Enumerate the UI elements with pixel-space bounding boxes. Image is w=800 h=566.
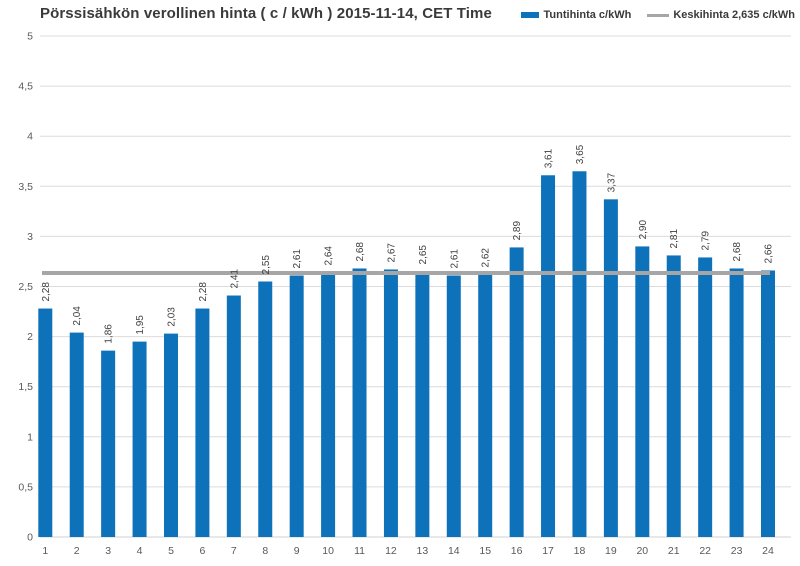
bar-value-label: 3,61 bbox=[544, 148, 555, 168]
bar-value-label: 2,04 bbox=[72, 306, 83, 326]
y-tick-label: 1 bbox=[27, 431, 33, 443]
x-tick-label: 15 bbox=[479, 545, 491, 557]
x-tick-label: 8 bbox=[262, 545, 268, 557]
bar-series-swatch bbox=[520, 12, 539, 18]
bar-hour-7 bbox=[226, 295, 241, 537]
bar-hour-3 bbox=[101, 350, 116, 537]
x-tick-label: 16 bbox=[511, 545, 523, 557]
bar-value-label: 2,55 bbox=[261, 255, 272, 275]
y-tick-label: 1,5 bbox=[18, 381, 33, 393]
legend-item-keskihinta: Keskihinta 2,635 c/kWh bbox=[647, 9, 795, 21]
legend-label-tuntihinta: Tuntihinta c/kWh bbox=[543, 9, 632, 21]
bar-hour-19 bbox=[603, 199, 618, 538]
legend-label-keskihinta: Keskihinta 2,635 c/kWh bbox=[673, 9, 795, 21]
x-tick-label: 22 bbox=[699, 545, 711, 557]
bar-value-label: 2,64 bbox=[324, 246, 335, 266]
bar-hour-8 bbox=[258, 281, 273, 537]
bar-value-label: 2,28 bbox=[41, 282, 52, 302]
bar-hour-12 bbox=[383, 269, 398, 537]
y-tick-label: 2 bbox=[27, 331, 33, 343]
bar-hour-18 bbox=[572, 171, 587, 537]
chart-title: Pörssisähkön verollinen hinta ( c / kWh … bbox=[40, 5, 492, 22]
bar-hour-1 bbox=[38, 308, 53, 537]
x-tick-label: 19 bbox=[605, 545, 617, 557]
bar-value-label: 2,41 bbox=[229, 269, 240, 289]
x-tick-label: 5 bbox=[168, 545, 174, 557]
x-tick-label: 21 bbox=[668, 545, 680, 557]
bar-value-label: 2,68 bbox=[355, 242, 366, 262]
y-tick-label: 0 bbox=[27, 532, 33, 544]
legend: Tuntihinta c/kWh Keskihinta 2,635 c/kWh bbox=[520, 9, 795, 21]
y-tick-label: 2,5 bbox=[18, 281, 33, 293]
x-tick-label: 6 bbox=[199, 545, 205, 557]
bar-hour-4 bbox=[132, 341, 147, 537]
y-tick-label: 4,5 bbox=[18, 81, 33, 93]
bar-hour-22 bbox=[698, 257, 713, 537]
bar-value-label: 2,61 bbox=[292, 249, 303, 269]
bar-value-label: 2,66 bbox=[764, 244, 775, 264]
y-tick-label: 4 bbox=[27, 131, 33, 143]
x-tick-label: 18 bbox=[574, 545, 586, 557]
bar-value-label: 2,61 bbox=[449, 249, 460, 269]
bar-hour-6 bbox=[195, 308, 210, 537]
bar-hour-11 bbox=[352, 268, 367, 537]
y-tick-label: 3,5 bbox=[18, 181, 33, 193]
x-tick-label: 7 bbox=[231, 545, 237, 557]
x-tick-label: 23 bbox=[731, 545, 743, 557]
bar-value-label: 2,81 bbox=[669, 229, 680, 249]
x-tick-label: 14 bbox=[448, 545, 460, 557]
bar-value-label: 2,68 bbox=[732, 242, 743, 262]
x-tick-label: 1 bbox=[42, 545, 48, 557]
x-tick-label: 2 bbox=[74, 545, 80, 557]
average-line-swatch bbox=[647, 13, 670, 17]
x-tick-label: 20 bbox=[636, 545, 648, 557]
bar-value-label: 2,03 bbox=[166, 307, 177, 327]
x-tick-label: 3 bbox=[105, 545, 111, 557]
x-tick-label: 12 bbox=[385, 545, 397, 557]
x-tick-label: 13 bbox=[417, 545, 429, 557]
bar-hour-23 bbox=[729, 268, 744, 537]
bar-value-label: 1,95 bbox=[135, 315, 146, 335]
bar-hour-15 bbox=[478, 274, 493, 537]
bar-value-label: 1,86 bbox=[104, 324, 115, 344]
bar-hour-21 bbox=[666, 255, 681, 538]
bar-hour-9 bbox=[289, 275, 304, 537]
bar-hour-20 bbox=[635, 246, 650, 538]
bar-value-label: 3,37 bbox=[606, 172, 617, 192]
bar-hour-24 bbox=[761, 270, 775, 537]
bar-hour-17 bbox=[541, 175, 556, 537]
y-tick-label: 5 bbox=[27, 31, 33, 43]
x-tick-label: 11 bbox=[354, 545, 365, 557]
bar-hour-5 bbox=[163, 333, 178, 537]
legend-item-tuntihinta: Tuntihinta c/kWh bbox=[520, 9, 632, 21]
bar-value-label: 2,79 bbox=[701, 231, 712, 251]
bar-value-label: 2,90 bbox=[638, 220, 649, 240]
bar-hour-2 bbox=[69, 332, 84, 537]
bar-hour-14 bbox=[446, 275, 461, 537]
bar-value-label: 2,89 bbox=[512, 221, 523, 241]
y-tick-label: 0,5 bbox=[18, 481, 33, 493]
bar-value-label: 2,65 bbox=[418, 245, 429, 265]
y-tick-label: 3 bbox=[27, 231, 33, 243]
x-tick-label: 9 bbox=[294, 545, 300, 557]
bar-value-label: 2,67 bbox=[386, 243, 397, 263]
bar-hour-16 bbox=[509, 247, 524, 537]
bar-value-label: 2,62 bbox=[481, 248, 492, 268]
x-tick-label: 17 bbox=[542, 545, 554, 557]
bar-hour-13 bbox=[415, 271, 430, 537]
bar-hour-10 bbox=[321, 272, 336, 537]
x-tick-label: 24 bbox=[762, 545, 774, 557]
x-tick-label: 4 bbox=[137, 545, 143, 557]
bar-value-label: 2,28 bbox=[198, 282, 209, 302]
bar-value-label: 3,65 bbox=[575, 144, 586, 164]
x-tick-label: 10 bbox=[322, 545, 334, 557]
